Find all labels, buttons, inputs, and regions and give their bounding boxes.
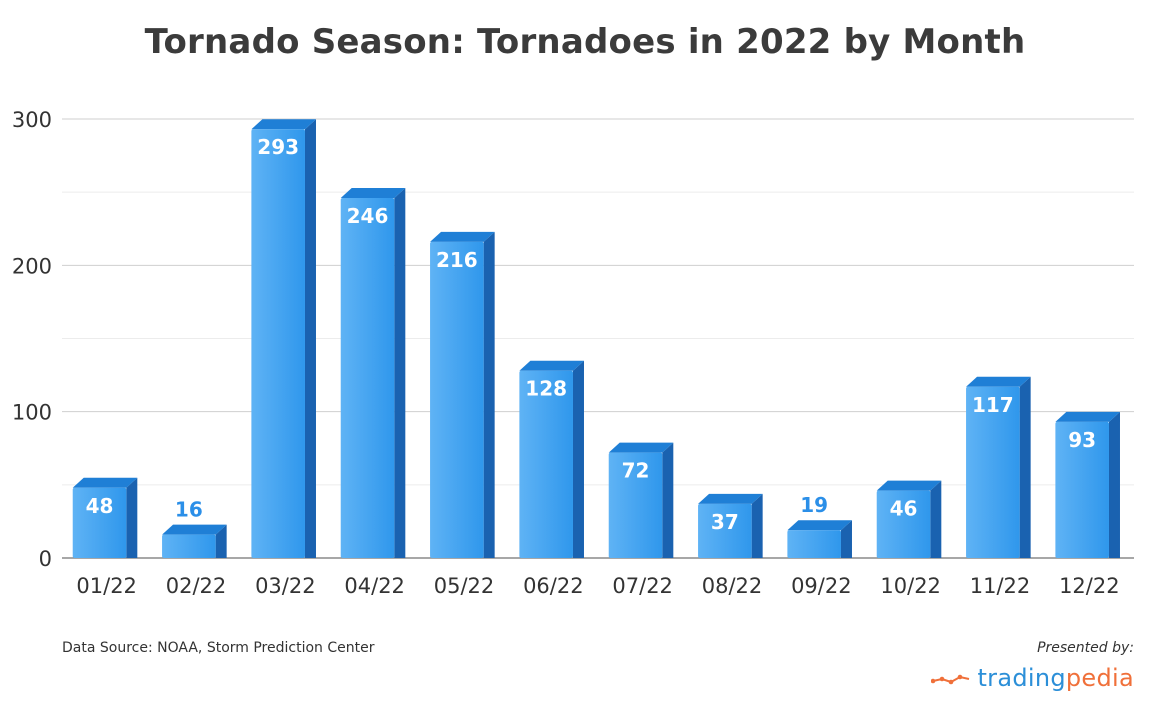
bar-front <box>608 452 663 558</box>
bar-08/22 <box>698 493 763 558</box>
bar-front <box>698 503 752 558</box>
bar-07/22 <box>608 442 674 558</box>
trend-line-icon <box>931 674 970 685</box>
bar-top <box>430 231 495 242</box>
bar-front <box>430 241 484 559</box>
bar-front <box>72 487 127 558</box>
y-tick-label: 300 <box>12 108 52 132</box>
x-tick-label: 10/22 <box>880 574 941 598</box>
bar-06/22 <box>519 360 584 558</box>
value-label: 293 <box>257 135 299 159</box>
bar-10/22 <box>876 480 942 558</box>
bar-05/22 <box>430 231 495 559</box>
chart-title: Tornado Season: Tornadoes in 2022 by Mon… <box>144 22 1026 62</box>
bar-12/22 <box>1055 411 1120 558</box>
bar-01/22 <box>72 477 138 558</box>
bar-04/22 <box>340 188 406 558</box>
bar-top <box>608 442 674 453</box>
bar-front <box>1055 421 1109 558</box>
bar-side <box>840 520 852 558</box>
bar-front <box>876 490 931 558</box>
x-tick-label: 06/22 <box>523 574 584 598</box>
x-axis-categories: 01/22 02/22 03/22 04/22 05/22 06/22 07/22 08/22… <box>76 574 1119 598</box>
bar-side <box>304 119 316 558</box>
bar-top <box>162 524 227 535</box>
bar-11/22 <box>966 376 1031 558</box>
bar-top <box>251 119 316 130</box>
x-tick-label: 05/22 <box>434 574 495 598</box>
value-label: 117 <box>972 393 1014 417</box>
brand-logo: tradingpedia <box>931 664 1134 692</box>
bar-top <box>966 376 1031 387</box>
x-tick-label: 11/22 <box>970 574 1031 598</box>
bar-side <box>751 493 763 558</box>
y-tick-label: 100 <box>12 401 52 425</box>
value-label: 46 <box>890 497 918 521</box>
data-source-note: Data Source: NOAA, Storm Prediction Cent… <box>62 640 375 656</box>
bar-top <box>876 480 942 491</box>
value-label: 128 <box>525 377 567 401</box>
bar-top <box>72 477 138 488</box>
bar-side <box>1019 376 1031 558</box>
bar-front <box>340 198 395 558</box>
bar-side <box>215 524 227 558</box>
x-tick-label: 01/22 <box>76 574 137 598</box>
x-tick-label: 08/22 <box>702 574 763 598</box>
gridlines <box>62 118 1134 559</box>
bar-top <box>519 360 584 371</box>
bar-09/22 <box>787 520 852 558</box>
presented-by-label: Presented by: <box>1037 640 1134 656</box>
value-label: 48 <box>86 494 114 518</box>
y-axis-ticks: 0 100 200 300 <box>12 108 52 571</box>
x-tick-label: 03/22 <box>255 574 316 598</box>
bar-top <box>698 493 763 504</box>
bar-top <box>1055 411 1120 422</box>
bar-side <box>662 442 674 558</box>
value-label: 37 <box>711 510 739 534</box>
bar-front <box>251 129 305 558</box>
y-tick-label: 0 <box>39 547 52 571</box>
x-tick-label: 09/22 <box>791 574 852 598</box>
x-tick-label: 07/22 <box>612 574 673 598</box>
bar-side <box>126 477 138 558</box>
bar-side <box>483 231 495 559</box>
value-label: 216 <box>436 248 478 272</box>
x-tick-label: 12/22 <box>1059 574 1120 598</box>
brand-name-part2: pedia <box>1065 664 1134 692</box>
x-tick-label: 02/22 <box>166 574 227 598</box>
bar-side <box>930 480 942 558</box>
y-tick-label: 200 <box>12 254 52 278</box>
value-labels: 48 16 293 246 216 128 72 37 19 46 117 93 <box>86 135 1097 534</box>
bar-front <box>966 386 1020 558</box>
value-label: 19 <box>800 493 828 517</box>
value-label: 16 <box>175 498 203 522</box>
bar-03/22 <box>251 119 316 558</box>
brand-name: tradingpedia <box>977 664 1134 692</box>
bar-top <box>340 188 406 199</box>
value-label: 72 <box>622 459 650 483</box>
bar-front <box>787 530 841 558</box>
bar-front <box>519 370 573 558</box>
bar-02/22 <box>162 524 227 558</box>
brand-name-part1: trading <box>977 664 1066 692</box>
value-label: 246 <box>347 204 389 228</box>
value-label: 93 <box>1068 428 1096 452</box>
bar-front <box>162 534 216 558</box>
bar-side <box>572 360 584 558</box>
bar-side <box>394 188 406 558</box>
bar-top <box>787 520 852 531</box>
bars <box>72 119 1120 559</box>
x-tick-label: 04/22 <box>344 574 405 598</box>
bar-side <box>1108 411 1120 558</box>
